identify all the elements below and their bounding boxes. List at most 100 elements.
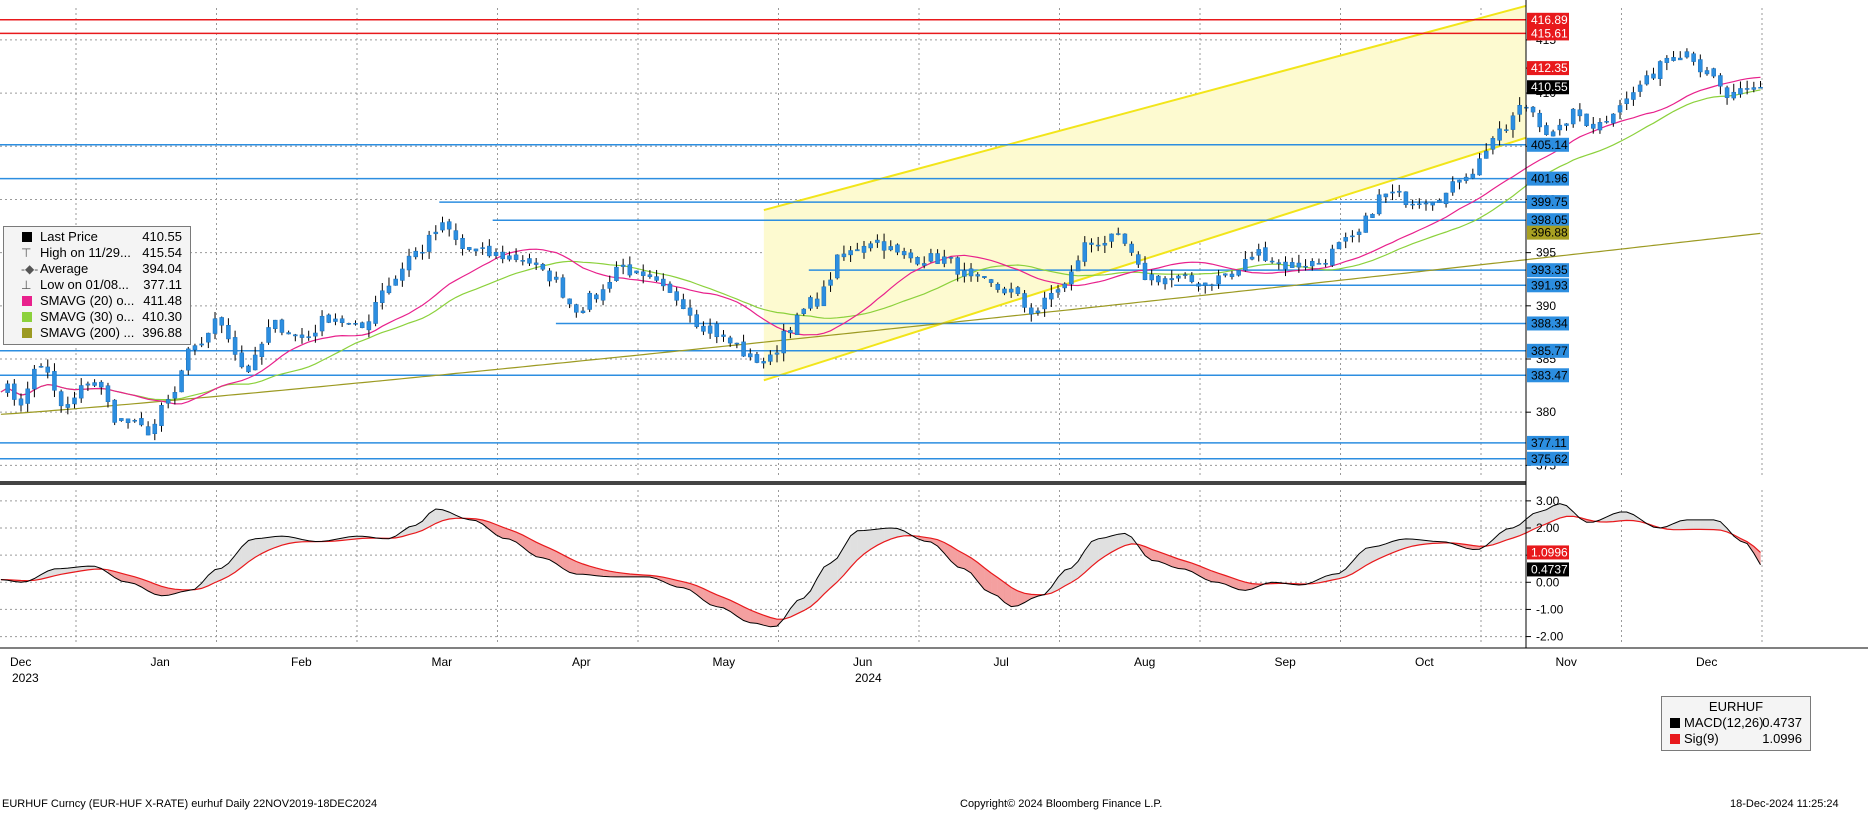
candle-body — [152, 423, 158, 434]
candle-body — [694, 314, 699, 327]
legend-label: Last Price — [40, 229, 98, 244]
macd-line — [0, 503, 1761, 628]
macd-value-label: 0.4737 — [1531, 562, 1568, 576]
candle-body — [286, 332, 291, 335]
candle-body — [855, 249, 860, 252]
candle-body — [1243, 259, 1248, 271]
year-label: 2024 — [855, 671, 882, 685]
candle-body — [1631, 92, 1636, 100]
candle-body — [1617, 105, 1623, 113]
candle-body — [1283, 261, 1288, 270]
candle-body — [888, 246, 894, 251]
candle-body — [5, 383, 10, 393]
legend-value: 411.48 — [143, 293, 182, 308]
candle-body — [380, 290, 385, 303]
candle-body — [1664, 57, 1670, 63]
sma200-line — [0, 232, 1761, 415]
candle-body — [1182, 274, 1188, 276]
macd-value-label-bg — [1527, 562, 1569, 577]
price-label: 416.89 — [1531, 13, 1568, 27]
candle-body — [1336, 242, 1342, 250]
candle-body — [112, 399, 117, 423]
candle-body — [179, 370, 184, 393]
candle-body — [1115, 233, 1121, 235]
candle-body — [1062, 283, 1067, 289]
candle-body — [1517, 105, 1522, 115]
legend-swatch — [22, 312, 32, 322]
candle-body — [1095, 244, 1101, 247]
price-label-bg — [1527, 195, 1569, 210]
legend-value: 410.30 — [142, 309, 182, 324]
candle-body — [192, 345, 198, 351]
candle-body — [58, 391, 64, 407]
legend-row: ⊥ Low on 01/08... 377.11 — [4, 277, 190, 293]
footer-timestamp: 18-Dec-2024 11:25:24 — [1730, 798, 1839, 810]
candle-body — [299, 334, 305, 338]
candle-body — [1008, 288, 1014, 293]
candle-body — [1611, 113, 1616, 124]
footer-security: EURHUF Curncy (EUR-HUF X-RATE) eurhuf Da… — [2, 798, 378, 810]
candle-body — [1597, 122, 1603, 131]
candle-body — [1042, 297, 1047, 310]
legend-row: ⊤ High on 11/29... 415.54 — [4, 245, 190, 261]
macd-value-label-bg — [1527, 545, 1569, 560]
candle-body — [25, 388, 30, 404]
candle-body — [600, 289, 606, 301]
candle-body — [453, 230, 459, 240]
legend-row: Last Price 410.55 — [4, 229, 190, 245]
candle-body — [1457, 179, 1462, 183]
legend-swatch — [1670, 734, 1680, 744]
candle-body — [1557, 124, 1563, 131]
candle-body — [246, 365, 251, 373]
candle-body — [99, 381, 104, 388]
candle-body — [1276, 262, 1282, 264]
candle-body — [1169, 278, 1175, 281]
candle-body — [527, 258, 532, 264]
candle-body — [982, 276, 987, 278]
candle-body — [45, 366, 51, 373]
price-label-bg — [1527, 368, 1569, 383]
candle-body — [734, 342, 740, 345]
legend-value: 0.4737 — [1762, 715, 1802, 730]
candle-body — [1350, 235, 1355, 238]
month-label: Nov — [1556, 655, 1577, 669]
candle-body — [948, 257, 954, 259]
candle-body — [1176, 275, 1181, 279]
candle-body — [400, 268, 405, 281]
legend-swatch — [22, 232, 32, 242]
candle-body — [674, 291, 679, 301]
legend-value: 415.54 — [142, 245, 182, 260]
candle-body — [921, 263, 927, 266]
candle-body — [1303, 265, 1308, 268]
candle-body — [634, 270, 639, 274]
candle-body — [748, 353, 753, 358]
candle-body — [1049, 293, 1054, 300]
macd-histogram-band — [1686, 519, 1694, 530]
candle-body — [1055, 289, 1061, 293]
price-label: 412.35 — [1531, 61, 1568, 75]
candle-body — [1136, 254, 1141, 265]
candle-body — [841, 253, 847, 258]
candle-body — [420, 251, 425, 254]
candle-body — [513, 254, 519, 260]
candle-body — [1109, 233, 1114, 242]
month-label: Jun — [853, 655, 872, 669]
price-label: 396.88 — [1531, 226, 1568, 240]
candle-body — [1477, 158, 1482, 176]
candle-body — [1330, 248, 1335, 266]
candle-body — [1577, 109, 1583, 117]
price-label-bg — [1527, 80, 1569, 95]
channel-upper-line — [763, 4, 1527, 212]
month-label: Feb — [291, 655, 312, 669]
candle-body — [293, 334, 298, 337]
legend-label: Low on 01/08... — [40, 277, 129, 292]
month-label: Sep — [1275, 655, 1297, 669]
macd-panel — [0, 481, 1761, 628]
legend-value: 410.55 — [142, 229, 182, 244]
candle-body — [895, 244, 900, 253]
candle-body — [988, 279, 994, 283]
candle-body — [1263, 247, 1268, 261]
candle-body — [1390, 191, 1395, 194]
candle-body — [1537, 112, 1542, 128]
candle-body — [1383, 193, 1389, 198]
